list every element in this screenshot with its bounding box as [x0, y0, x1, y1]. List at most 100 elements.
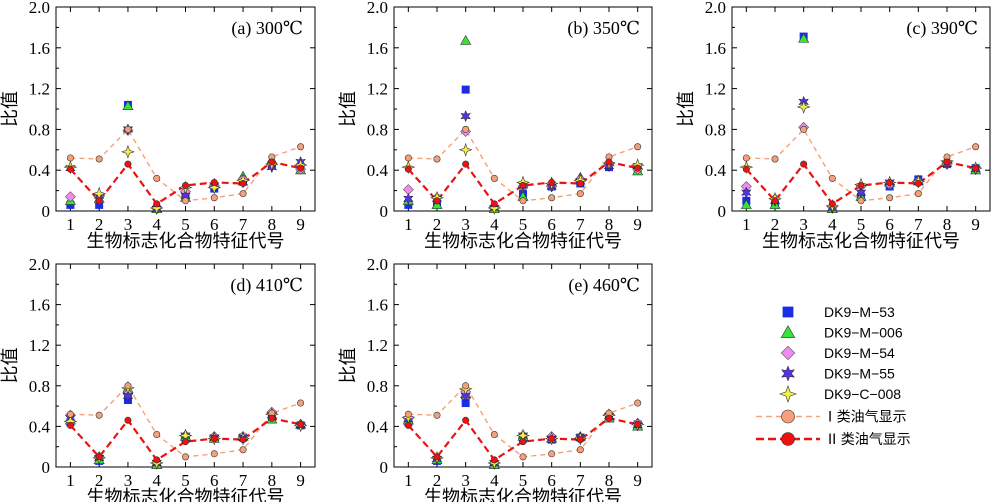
data-point — [66, 421, 74, 429]
data-point — [914, 190, 922, 198]
data-point — [771, 155, 779, 163]
data-point — [210, 450, 218, 458]
y-axis-label: 比值 — [338, 348, 359, 384]
data-point — [66, 200, 75, 209]
data-point — [576, 179, 584, 187]
data-point — [210, 194, 218, 202]
x-tick-label: 1 — [742, 215, 751, 234]
data-point — [462, 160, 470, 168]
data-point — [210, 178, 218, 186]
data-point — [239, 179, 247, 187]
data-point — [490, 200, 498, 208]
x-axis-label: 生物标志化合物特征代号 — [762, 231, 960, 252]
data-point — [297, 164, 305, 172]
x-tick-label: 2 — [95, 471, 104, 490]
y-tick-label: 1.2 — [705, 80, 726, 99]
data-point — [487, 201, 502, 215]
legend-marker — [781, 409, 795, 424]
data-point — [634, 420, 642, 428]
x-tick-label: 3 — [461, 215, 470, 234]
legend-marker — [780, 325, 796, 338]
legend-item: DK9−M−006 — [780, 325, 903, 341]
data-point — [462, 382, 470, 390]
data-point — [634, 164, 642, 172]
data-point — [95, 200, 104, 209]
y-tick-label: 1.2 — [367, 80, 388, 99]
data-point — [461, 85, 470, 94]
x-tick-label: 3 — [461, 471, 470, 490]
x-tick-label: 2 — [771, 215, 780, 234]
data-point — [740, 186, 752, 199]
data-point — [66, 410, 74, 418]
y-tick-label: 0 — [380, 458, 389, 477]
data-point — [490, 174, 498, 182]
y-tick-label: 0.8 — [367, 120, 388, 139]
data-point — [239, 446, 247, 454]
data-point — [210, 435, 218, 443]
data-point — [857, 197, 865, 205]
data-point — [605, 158, 613, 166]
data-point — [66, 165, 74, 173]
x-tick-label: 6 — [547, 215, 556, 234]
x-tick-label: 5 — [181, 215, 190, 234]
data-point — [153, 200, 161, 208]
series-line — [745, 160, 976, 206]
data-point — [404, 154, 412, 162]
data-point — [153, 174, 161, 182]
x-tick-label: 5 — [519, 471, 528, 490]
data-point — [972, 143, 980, 151]
x-tick-label: 6 — [210, 215, 219, 234]
y-tick-label: 1.6 — [29, 296, 50, 315]
series-line — [69, 417, 301, 462]
data-point — [886, 194, 894, 202]
y-tick-label: 2.0 — [705, 0, 726, 17]
data-point — [462, 416, 470, 424]
data-point — [943, 158, 951, 166]
y-tick-label: 2.0 — [367, 0, 388, 17]
y-tick-label: 1.2 — [29, 336, 50, 355]
x-axis-label: 生物标志化合物特征代号 — [87, 487, 285, 502]
x-tick-label: 8 — [268, 471, 277, 490]
data-point — [297, 399, 305, 407]
x-tick-label: 1 — [66, 471, 75, 490]
data-point — [519, 438, 527, 446]
data-point — [95, 411, 103, 419]
data-point — [914, 179, 922, 187]
y-tick-label: 1.6 — [367, 39, 388, 58]
data-point — [462, 125, 470, 133]
legend-marker — [782, 306, 794, 318]
data-point — [742, 154, 750, 162]
y-tick-label: 2.0 — [367, 255, 388, 274]
legend-item: DK9−M−54 — [780, 345, 895, 361]
data-point — [124, 382, 132, 390]
y-tick-label: 0 — [718, 202, 727, 221]
legend-label: I 类油气显示 — [828, 410, 907, 426]
x-tick-label: 2 — [433, 215, 442, 234]
chart-panel-4: 0 0.4 0.8 1.2 1.6 2.0 1 2 3 4 5 6 7 8 9 生物标志化合物特征代号 比值 (d… — [0, 255, 316, 502]
legend-label: II 类油气显示 — [828, 432, 911, 448]
data-point — [268, 414, 276, 422]
x-tick-label: 9 — [296, 471, 305, 490]
legend: DK9−M−53 DK9−M−006 DK9−M−54 DK9−M−55 DK9−C−0… — [756, 304, 911, 448]
data-point — [404, 165, 412, 173]
y-axis-label: 比值 — [338, 91, 359, 127]
x-tick-label: 2 — [433, 471, 442, 490]
x-tick-label: 9 — [971, 215, 980, 234]
data-point — [239, 436, 247, 444]
y-tick-label: 2.0 — [29, 255, 50, 274]
x-tick-label: 4 — [490, 215, 499, 234]
data-point — [548, 450, 556, 458]
panel-title: (e) 460℃ — [568, 275, 640, 296]
data-point — [548, 178, 556, 186]
x-tick-label: 9 — [296, 215, 305, 234]
legend-label: DK9−M−55 — [824, 366, 895, 382]
data-point — [182, 438, 190, 446]
data-point — [404, 410, 412, 418]
x-axis-label: 生物标志化合物特征代号 — [424, 231, 622, 252]
x-tick-label: 5 — [857, 215, 866, 234]
data-point — [490, 431, 498, 439]
x-tick-label: 4 — [828, 215, 837, 234]
x-tick-label: 7 — [239, 471, 248, 490]
legend-label: DK9−M−53 — [824, 304, 895, 320]
